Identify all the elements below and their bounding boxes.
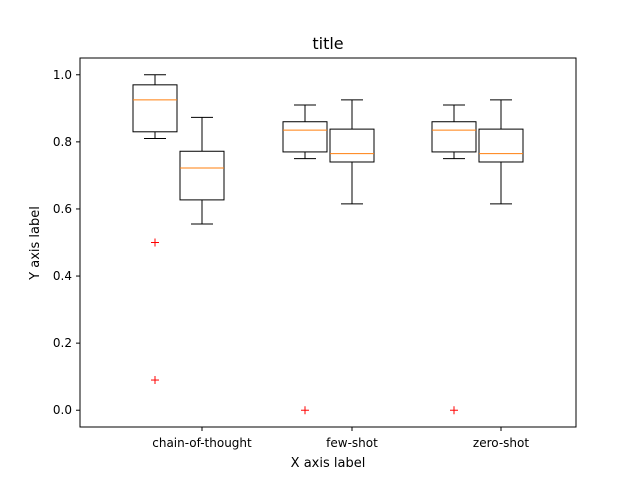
y-axis-label: Y axis label [28,206,43,281]
y-tick-label: 0.2 [53,336,72,350]
box-zero-shot-left [431,104,477,415]
y-tick-label: 1.0 [53,68,72,82]
box-iqr [478,128,524,163]
outlier-marker [301,406,309,415]
box-few-shot-left [282,104,328,415]
chart-title: title [312,34,343,53]
box-iqr [282,121,328,153]
box-few-shot-right [329,99,375,205]
box-chain-of-thought-left [132,74,178,385]
x-axis-label: X axis label [291,456,366,471]
box-iqr [431,121,477,153]
outlier-marker [151,238,159,247]
box-zero-shot-right [478,99,524,205]
x-tick-label: few-shot [326,436,378,450]
outlier-marker [151,376,159,385]
y-tick-label: 0.8 [53,135,72,149]
box-iqr [329,128,375,163]
y-tick-label: 0.6 [53,202,72,216]
box-iqr [179,150,225,201]
outlier-marker [450,406,458,415]
y-tick-label: 0.4 [53,269,72,283]
x-tick-label: zero-shot [473,436,529,450]
plot-frame [79,57,577,428]
box-chain-of-thought-right [179,116,225,225]
x-tick-label: chain-of-thought [152,436,252,450]
plot-area: 0.0 0.2 0.4 0.6 0.8 1.0 chain-of-thought few-sh… [53,57,577,450]
box-iqr [132,84,178,133]
y-tick-label: 0.0 [53,403,72,417]
